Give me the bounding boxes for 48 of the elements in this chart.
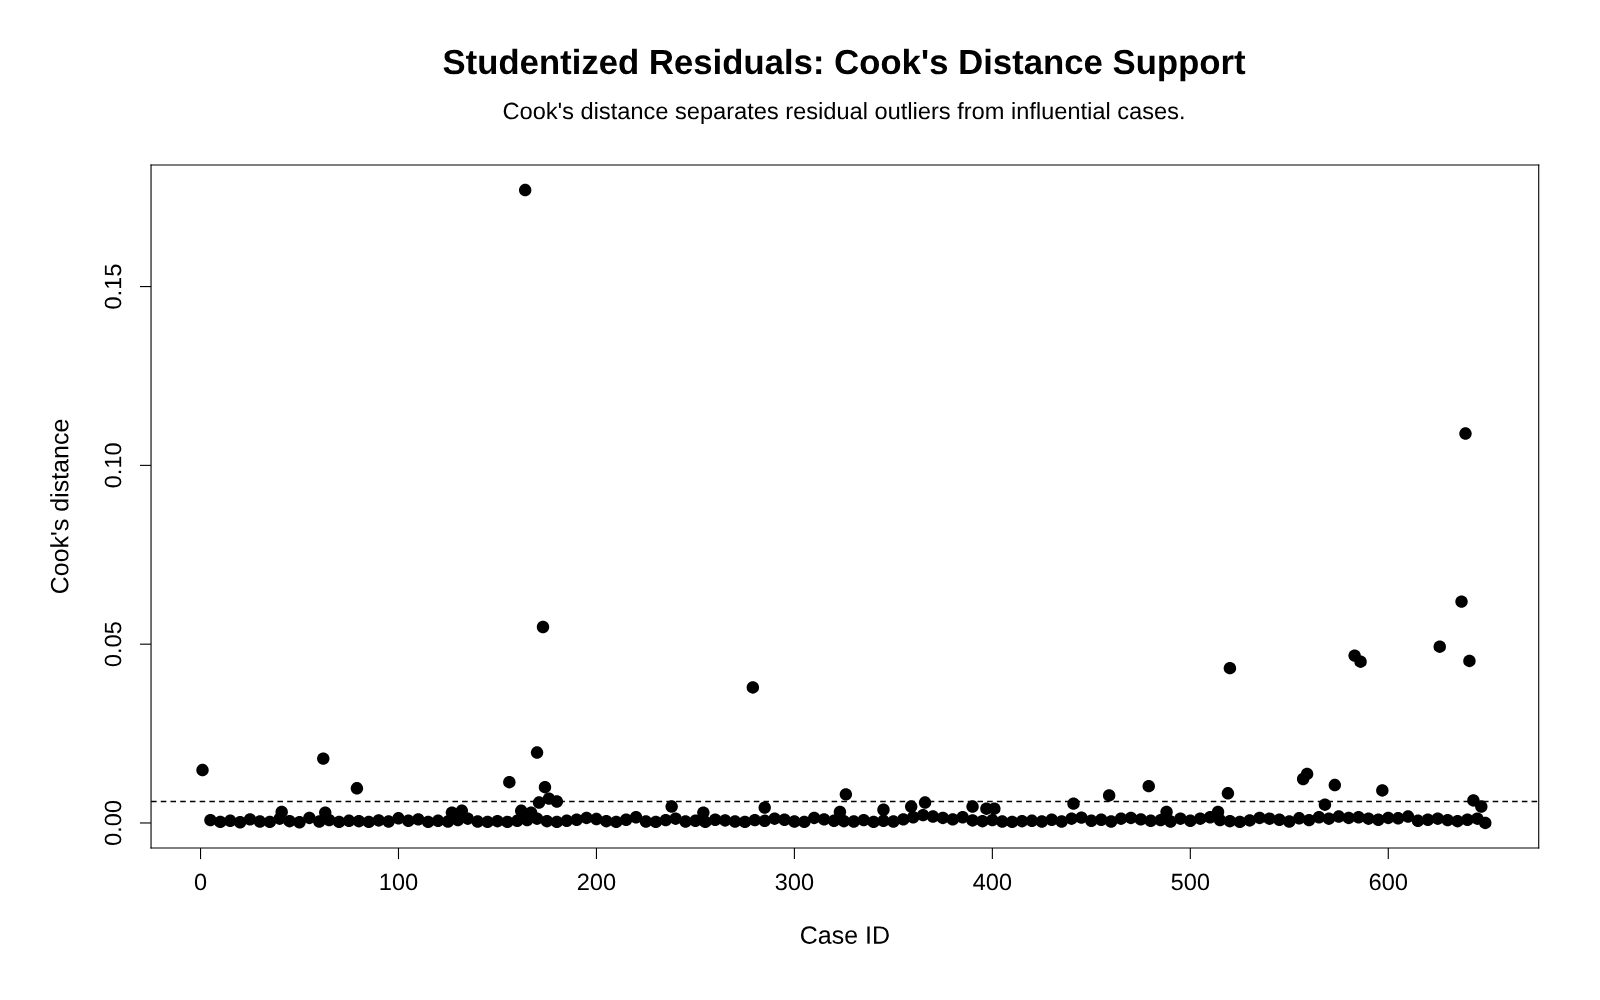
point [665, 800, 678, 813]
point [1433, 640, 1446, 653]
point [918, 796, 932, 809]
point [877, 803, 890, 816]
point [758, 801, 771, 814]
point [746, 681, 760, 694]
point [1102, 789, 1116, 802]
y-tick-label: 0.00 [104, 800, 122, 846]
x-tick-label: 600 [1369, 873, 1408, 891]
point [839, 788, 853, 801]
point [536, 620, 550, 634]
point [1455, 595, 1468, 608]
x-tick-label: 0 [194, 873, 207, 891]
point [550, 795, 564, 808]
y-tick-label: 0.05 [104, 622, 122, 667]
point [530, 746, 544, 759]
y-tick-label: 0.10 [104, 443, 122, 488]
point [538, 781, 552, 794]
point [1318, 798, 1332, 811]
x-tick-label: 100 [380, 873, 418, 891]
point [904, 800, 918, 813]
chart-subtitle: Cook's distance separates residual outliers from influential cases. [503, 102, 1184, 124]
x-axis-title: Case ID [801, 926, 889, 944]
point [196, 763, 209, 777]
x-tick-label: 200 [577, 873, 616, 891]
point [1376, 784, 1389, 797]
point [1223, 661, 1237, 675]
x-tick-label: 300 [775, 873, 814, 891]
y-tick-label: 0.15 [104, 264, 122, 309]
point [1067, 797, 1080, 810]
point [317, 752, 330, 765]
point [1459, 427, 1472, 440]
point [350, 782, 364, 795]
point [1354, 655, 1367, 668]
point [1142, 779, 1155, 793]
x-tick-label: 400 [973, 873, 1012, 891]
point [1296, 772, 1310, 786]
point [1221, 787, 1235, 800]
chart-title: Studentized Residuals: Cook's Distance Support [443, 48, 1246, 82]
point [1463, 654, 1476, 668]
point [1328, 778, 1342, 792]
y-axis-title: Cook's distance [50, 419, 69, 594]
point [503, 775, 516, 789]
x-tick-label: 500 [1171, 873, 1210, 891]
point [966, 800, 979, 813]
point [518, 183, 532, 197]
point [532, 796, 546, 809]
point [1475, 800, 1488, 813]
